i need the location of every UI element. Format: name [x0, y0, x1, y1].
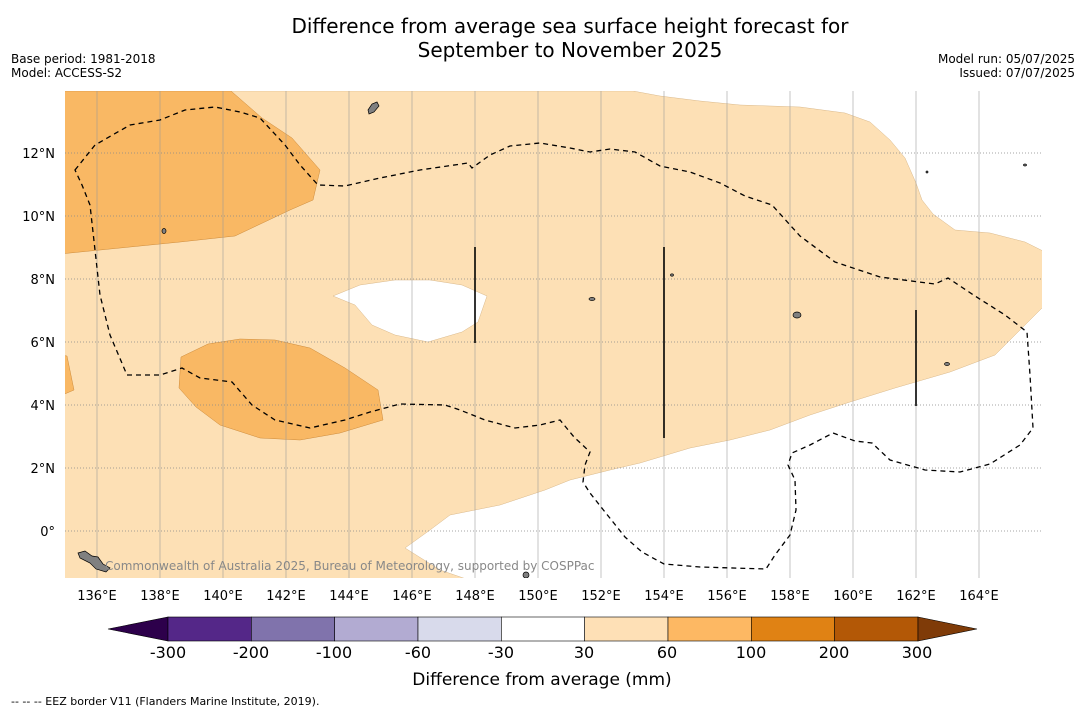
colorbar-box [751, 616, 835, 642]
lon-label: 154°E [644, 589, 684, 604]
issued-date: Issued: 07/07/2025 [959, 66, 1075, 80]
colorbar-box [251, 616, 335, 642]
map-area: Commonwealth of Australia 2025, Bureau o… [65, 91, 1042, 578]
colorbar-tick: 30 [574, 643, 594, 662]
lat-label: 6°N [31, 336, 56, 351]
colorbar-box [167, 616, 252, 642]
model-run-date: Model run: 05/07/2025 [937, 52, 1075, 66]
map-title: Difference from average sea surface heig… [0, 14, 1085, 62]
lon-label: 146°E [392, 589, 432, 604]
colorbar-boxes [167, 616, 919, 642]
title-line-2: September to November 2025 [417, 38, 723, 62]
island-small-2 [925, 170, 929, 174]
lat-label: 10°N [22, 210, 55, 225]
latitude-labels: 0° 2°N 4°N 6°N 8°N 10°N 12°N [22, 147, 55, 540]
island-south [522, 571, 530, 578]
lat-label: 4°N [31, 399, 56, 414]
lat-label: 12°N [22, 147, 55, 162]
meridians [96, 91, 980, 578]
lat-label: 8°N [31, 273, 56, 288]
colorbar-tick: -300 [150, 643, 186, 662]
colorbar-box [584, 616, 669, 642]
lon-label: 158°E [770, 589, 810, 604]
colorbar-ticks: -300 -200 -100 -60 -30 30 60 100 200 300 [150, 643, 932, 662]
colorbar-tick: -30 [488, 643, 514, 662]
lon-label: 140°E [203, 589, 243, 604]
lat-label: 0° [40, 525, 55, 540]
eez-border [74, 106, 1034, 570]
island-small-3 [1023, 163, 1027, 167]
island-small-1 [670, 273, 674, 277]
lon-label: 136°E [77, 589, 117, 604]
lon-label: 160°E [833, 589, 873, 604]
title-line-1: Difference from average sea surface heig… [291, 14, 849, 38]
colorbar-box [667, 616, 752, 642]
colorbar-box [334, 616, 419, 642]
colorbar-label: Difference from average (mm) [412, 670, 671, 690]
lon-label: 152°E [581, 589, 621, 604]
eez-source-note: -- -- -- EEZ border V11 (Flanders Marine… [11, 695, 320, 708]
anomaly-region-60-100-south [178, 338, 384, 441]
lon-label: 162°E [896, 589, 936, 604]
lon-label: 148°E [455, 589, 495, 604]
colorbar-tick: -60 [405, 643, 431, 662]
island-west [161, 228, 167, 234]
colorbar-under-arrow [107, 616, 169, 642]
colorbar-over-arrow [917, 616, 978, 642]
lon-label: 138°E [140, 589, 180, 604]
colorbar-box [417, 616, 502, 642]
colorbar-tick: 300 [902, 643, 933, 662]
base-period: Base period: 1981-2018 [11, 52, 156, 66]
colorbar-tick: 100 [736, 643, 767, 662]
lon-label: 150°E [518, 589, 558, 604]
island-north [367, 101, 380, 115]
neutral-region-patch [332, 279, 488, 343]
lon-label: 142°E [266, 589, 306, 604]
anomaly-region-60-100-north [65, 91, 321, 254]
island-guinea-coast [77, 550, 111, 573]
islands [77, 101, 1027, 578]
island-pohnpei [792, 311, 802, 319]
anomaly-region-60-100-west-edge [65, 355, 75, 395]
colorbar-tick: -100 [316, 643, 352, 662]
colorbar-tick: -200 [233, 643, 269, 662]
colorbar-tick: 60 [657, 643, 677, 662]
eez-segments [474, 247, 917, 438]
island-chuuk [588, 297, 596, 301]
lon-label: 164°E [959, 589, 999, 604]
lon-label: 156°E [707, 589, 747, 604]
copyright-watermark: Commonwealth of Australia 2025, Bureau o… [105, 559, 595, 573]
colorbar: -300 -200 -100 -60 -30 30 60 100 200 300… [107, 616, 978, 690]
lat-label: 2°N [31, 462, 56, 477]
model-info: Base period: 1981-2018 Model: ACCESS-S2 [11, 52, 156, 80]
colorbar-box [834, 616, 919, 642]
colorbar-tick: 200 [819, 643, 850, 662]
gridlines [65, 152, 1042, 532]
colorbar-box [501, 616, 585, 642]
model-name: Model: ACCESS-S2 [11, 66, 123, 80]
longitude-labels: 136°E 138°E 140°E 142°E 144°E 146°E 148°… [77, 589, 999, 604]
run-info: Model run: 05/07/2025 Issued: 07/07/2025 [938, 52, 1075, 80]
island-east [944, 362, 950, 366]
lon-label: 144°E [329, 589, 369, 604]
